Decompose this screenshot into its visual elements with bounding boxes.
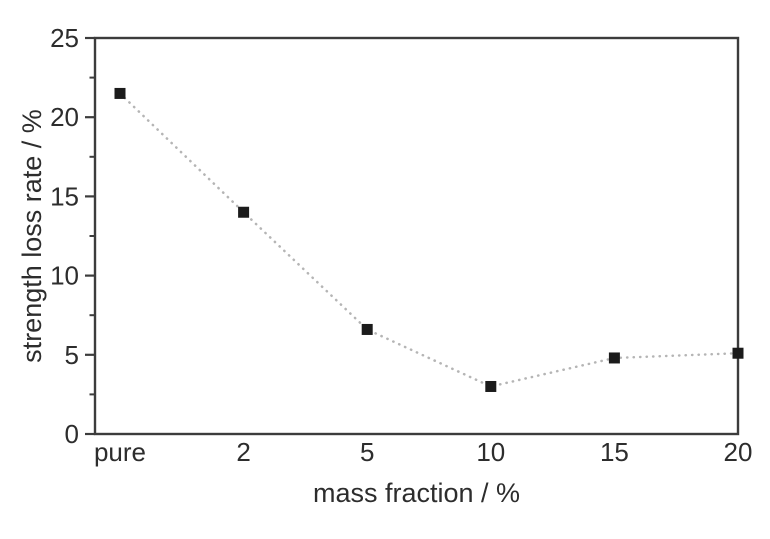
x-tick-label: 5 <box>360 437 374 467</box>
plot-frame <box>93 36 740 436</box>
data-point-marker <box>608 352 620 364</box>
x-axis-title: mass fraction / % <box>313 478 520 508</box>
y-tick-label: 15 <box>50 181 79 211</box>
y-tick-label: 0 <box>65 419 79 449</box>
data-point-marker <box>732 347 744 359</box>
x-tick-label: pure <box>94 437 146 467</box>
x-axis-labels: pure 2 5 10 15 20 <box>94 437 752 467</box>
y-tick-label: 20 <box>50 102 79 132</box>
data-point-marker <box>485 380 497 392</box>
data-point-markers <box>114 87 744 392</box>
y-tick-label: 5 <box>65 340 79 370</box>
y-axis-ticks: 0 5 10 15 20 25 <box>50 23 95 449</box>
data-point-marker <box>238 206 250 218</box>
y-axis-title: strength loss rate / % <box>17 109 47 363</box>
data-point-marker <box>361 323 373 335</box>
y-tick-label: 10 <box>50 261 79 291</box>
x-tick-label: 2 <box>236 437 250 467</box>
series-line <box>118 92 740 388</box>
data-point-marker <box>114 87 126 99</box>
x-tick-label: 20 <box>724 437 753 467</box>
x-tick-label: 10 <box>476 437 505 467</box>
x-tick-label: 15 <box>600 437 629 467</box>
y-tick-label: 25 <box>50 23 79 53</box>
